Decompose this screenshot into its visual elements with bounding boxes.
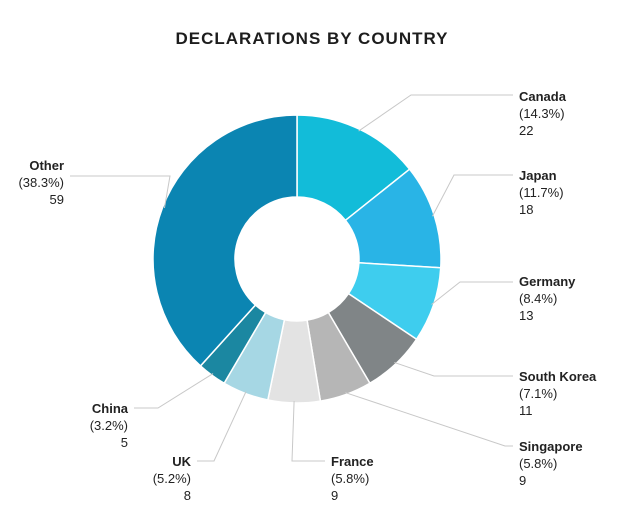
leader-line-germany	[431, 281, 513, 305]
label-value-germany: 13	[519, 308, 533, 323]
label-name-canada: Canada	[519, 89, 567, 104]
label-name-south-korea: South Korea	[519, 369, 597, 384]
label-percent-uk: (5.2%)	[153, 471, 191, 486]
label-value-south-korea: 11	[519, 403, 533, 418]
label-name-france: France	[331, 454, 374, 469]
label-percent-other: (38.3%)	[18, 175, 64, 190]
chart-title: DECLARATIONS BY COUNTRY	[175, 29, 449, 48]
leader-line-canada	[358, 94, 513, 132]
label-name-singapore: Singapore	[519, 439, 583, 454]
label-name-germany: Germany	[519, 274, 576, 289]
label-percent-canada: (14.3%)	[519, 106, 565, 121]
leader-line-france	[291, 400, 325, 462]
label-name-uk: UK	[172, 454, 191, 469]
label-percent-france: (5.8%)	[331, 471, 369, 486]
label-value-china: 5	[121, 435, 128, 450]
label-value-canada: 22	[519, 123, 533, 138]
label-value-uk: 8	[184, 488, 191, 503]
label-percent-japan: (11.7%)	[519, 185, 564, 200]
label-name-japan: Japan	[519, 168, 557, 183]
leader-line-uk	[197, 391, 247, 462]
label-percent-singapore: (5.8%)	[519, 456, 557, 471]
leader-line-south-korea	[394, 361, 513, 377]
label-value-japan: 18	[519, 202, 533, 217]
leader-line-singapore	[345, 392, 513, 447]
slice-other	[152, 114, 298, 367]
label-value-france: 9	[331, 488, 338, 503]
label-value-singapore: 9	[519, 473, 526, 488]
label-percent-germany: (8.4%)	[519, 291, 557, 306]
leader-line-china	[134, 373, 214, 409]
slice-labels-layer: Canada (14.3%) 22 Japan (11.7%) 18 Germany (8.4…	[18, 89, 597, 503]
label-value-other: 59	[50, 192, 64, 207]
leader-line-japan	[431, 174, 513, 217]
slices-layer	[152, 114, 442, 404]
leader-lines-layer	[70, 94, 513, 462]
label-percent-south-korea: (7.1%)	[519, 386, 557, 401]
label-name-other: Other	[29, 158, 64, 173]
label-name-china: China	[92, 401, 129, 416]
leader-line-other	[70, 175, 171, 209]
label-percent-china: (3.2%)	[90, 418, 128, 433]
